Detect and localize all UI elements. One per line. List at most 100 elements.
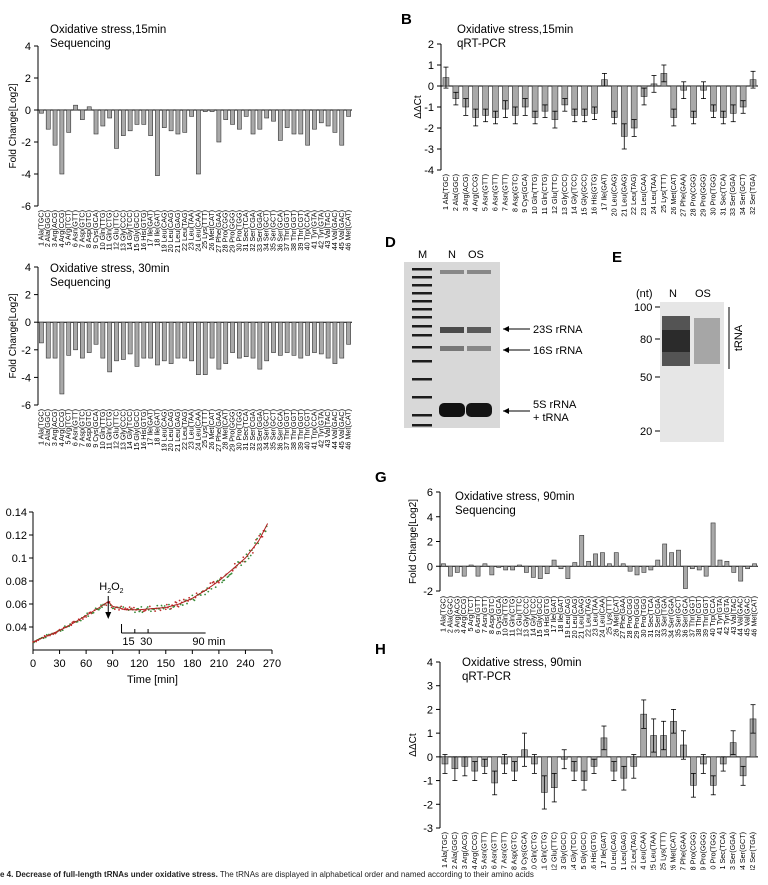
bar (182, 321, 188, 359)
bar (175, 321, 181, 359)
scatter-point (181, 604, 184, 606)
x-tick-label: 45 Val(GAC) (337, 210, 346, 250)
bar (731, 565, 737, 573)
bar (271, 321, 276, 353)
scatter-point (264, 530, 267, 533)
x-tick-label: 25 Lys(TTT) (659, 832, 668, 870)
x-tick-label: 33 Ser(GGA) (255, 210, 264, 252)
bar (277, 109, 283, 141)
y-tick-label: 0 (428, 81, 434, 93)
x-tick-label: 40 Trp(CCA) (303, 210, 312, 250)
x-tick-label: 3 Arg(ACG) (50, 409, 59, 446)
ladder-band (412, 378, 432, 381)
y-tick-label: -2 (424, 123, 434, 135)
gel-d-arrowhead-5s (503, 408, 509, 414)
scatter-point (113, 608, 116, 611)
x-tick-label: 10 Gln(TTG) (98, 409, 107, 449)
panel-label-g: G (375, 469, 387, 486)
x-tick-label: 9 Cys(GCA) (494, 596, 503, 635)
x-tick-label: 24 Leu(TAA) (649, 174, 658, 214)
bar (250, 109, 256, 135)
bar (86, 321, 92, 353)
chart-title: Oxidative stress, 90min (462, 657, 582, 669)
x-tick-label: 25 Leu(TAA) (649, 832, 658, 870)
gel-d-band-16s-os (467, 346, 491, 351)
chart-h-ddct-90min-qrtpcr: Oxidative stress, 90min qRT-PCR 4 3 2 1 0 -1 -2 -… (408, 657, 758, 870)
x-tick-label: 25 Lys(TTT) (200, 210, 209, 249)
bar (230, 321, 235, 353)
bar (551, 559, 557, 567)
bar (277, 321, 283, 356)
bar (52, 321, 58, 359)
bar (73, 321, 78, 351)
x-tick-label: 19 Leu(CAG) (563, 596, 572, 638)
x-tick-label: 180 (183, 658, 201, 670)
ladder-band (412, 300, 432, 303)
bar (544, 565, 550, 574)
scatter-point (177, 605, 180, 608)
bar (724, 560, 730, 567)
bar (339, 109, 345, 146)
x-tick-label: 1 Ala(TGC) (438, 596, 447, 632)
figure-caption: e 4. Decrease of full-length tRNAs under… (0, 870, 768, 885)
x-tick-label: 22 Leu(TAG) (180, 210, 189, 251)
bar (39, 321, 44, 344)
chart-a-fold-change-15min-sequencing: Oxidative stress,15min Sequencing 4 2 0 -2 -4 -… (8, 24, 353, 253)
y-tick-label: -3 (423, 823, 433, 835)
x-tick-label: 20 Leu(CAG) (166, 210, 175, 252)
scatter-point (230, 572, 233, 575)
x-tick-label: 25 Lys(TTT) (200, 409, 209, 448)
y-axis-label: ΔΔCt (413, 95, 424, 119)
scatter-point (165, 603, 168, 606)
x-tick-label: 31 Sec(TCA) (241, 210, 250, 252)
x-tick-label: 6 Asn(GTT) (490, 832, 499, 869)
gel-d: M N OS 23S rRNA 16S rRNA 5S rRNA + tRNA (404, 249, 583, 428)
y-tick-label: -2 (21, 345, 31, 357)
bar (100, 321, 106, 359)
x-tick-label: 28 Met(CAT) (221, 409, 230, 450)
scatter-point (101, 606, 103, 609)
x-tick-label: 1 Ala(TGC) (36, 210, 45, 246)
bar (271, 109, 276, 122)
x-tick-label: 42 Tyr(GTA) (316, 210, 325, 249)
bar (475, 565, 481, 577)
h2o2-arrowhead (105, 612, 112, 619)
gel-e-marker-50: 50 (640, 372, 652, 384)
ladder-band (412, 396, 432, 399)
scatter-point (63, 625, 66, 628)
gel-d-arrowhead-16s (503, 347, 509, 353)
x-tick-label: 45 Val(GAC) (337, 409, 346, 449)
x-tick-label: 30 Pro(TGG) (708, 832, 717, 870)
scatter-point (61, 629, 64, 632)
bar (634, 565, 640, 576)
x-tick-label: 12 Glu(TTC) (549, 832, 558, 870)
scatter-point (258, 534, 261, 537)
y-tick-label: -2 (423, 799, 433, 811)
bar (243, 109, 249, 117)
gel-e-trna-label: tRNA (733, 324, 745, 351)
scatter-point (92, 611, 95, 614)
x-tick-label: 29 Pro(GGG) (632, 596, 641, 639)
y-tick-label: 0.04 (6, 622, 27, 634)
scatter-point (209, 582, 212, 585)
gel-d-ladder (412, 268, 432, 427)
bar (134, 321, 140, 367)
x-tick-label: 12 Glu(TTC) (112, 409, 121, 449)
bar (572, 562, 578, 567)
gel-e-lane-n: N (669, 288, 677, 300)
scatter-point (247, 557, 250, 560)
x-tick-label: 16 His(GTG) (542, 596, 551, 637)
x-tick-label: 6 Asn(GTT) (490, 174, 499, 211)
x-tick-label: 5 Asn(GTT) (481, 174, 490, 211)
x-tick-label: 31 Sec(TCA) (718, 174, 727, 216)
scatter-point (244, 560, 247, 563)
y-tick-label: -3 (424, 144, 434, 156)
scatter-point (163, 605, 166, 607)
x-tick-label: 14 Gly(TCC) (125, 409, 134, 449)
scatter-point (148, 605, 151, 608)
x-tick-label: 3 Arg(ACG) (50, 210, 59, 247)
x-tick-label: 21 Leu(GAG) (619, 832, 628, 870)
bar (127, 321, 133, 355)
bar (100, 109, 106, 127)
bar (86, 106, 92, 111)
